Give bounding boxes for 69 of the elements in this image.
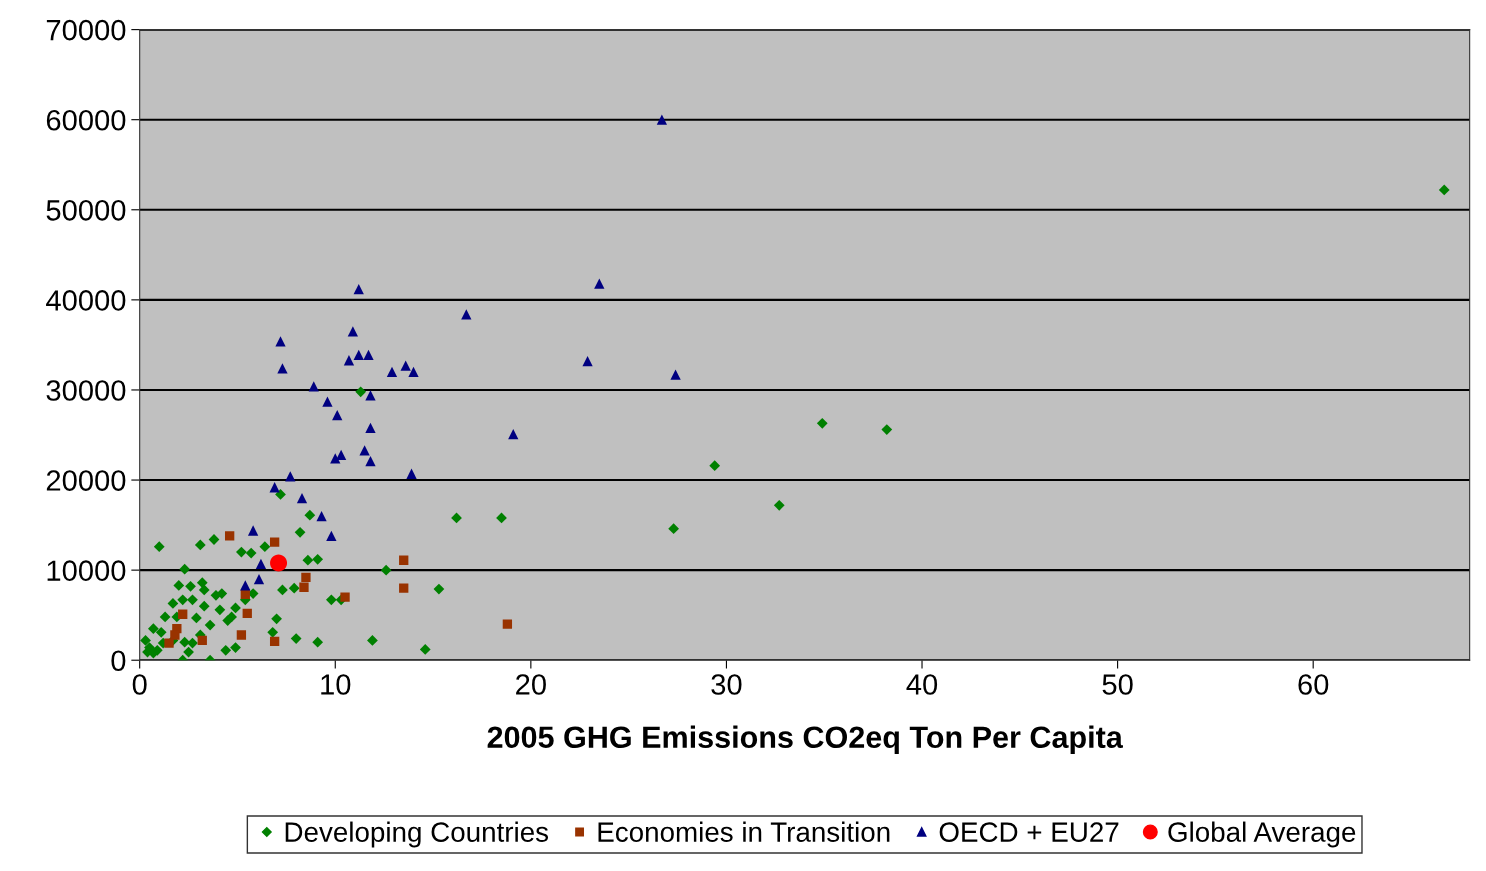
point <box>347 326 359 337</box>
point <box>247 525 259 536</box>
point <box>316 510 327 522</box>
point <box>502 619 513 629</box>
x-axis-title: 2005 GHG Emissions CO2eq Ton Per Capita <box>487 725 1123 755</box>
point <box>353 283 364 295</box>
y-tick-label: 20000 <box>46 470 126 491</box>
point <box>240 580 251 591</box>
point <box>330 453 341 464</box>
x-tick-label: 60 <box>1298 674 1329 695</box>
point <box>508 428 519 440</box>
point <box>343 355 355 366</box>
y-tick-label: 40000 <box>46 290 126 311</box>
point <box>594 278 605 289</box>
y-tick-label: 60000 <box>46 109 126 131</box>
x-tick-label: 10 <box>321 674 351 695</box>
point <box>408 366 419 378</box>
point <box>253 573 265 585</box>
legend-label: Economies in Transition <box>598 821 890 842</box>
point <box>277 363 288 374</box>
point <box>178 609 188 619</box>
point <box>326 530 337 542</box>
legend-label: Developing Countries <box>285 821 549 848</box>
point <box>386 366 398 378</box>
point <box>359 445 370 456</box>
point <box>670 369 681 380</box>
point <box>164 638 174 648</box>
point <box>363 349 374 360</box>
point <box>406 468 417 479</box>
point <box>242 608 252 619</box>
legend-label: OECD + EU27 <box>939 822 1119 842</box>
point <box>365 422 376 433</box>
x-tick-label: 0 <box>132 674 147 695</box>
point <box>340 592 350 602</box>
y-tick-label: 30000 <box>46 380 126 401</box>
x-tick-label: 30 <box>711 674 742 695</box>
point <box>269 482 280 493</box>
point <box>296 492 308 504</box>
y-tick-label: 50000 <box>46 199 126 221</box>
point <box>197 635 207 646</box>
point <box>365 455 376 467</box>
point <box>285 471 296 482</box>
point <box>299 582 309 592</box>
point <box>322 396 333 407</box>
x-tick-label: 40 <box>906 674 938 695</box>
point <box>308 381 319 392</box>
point <box>365 390 376 401</box>
point <box>224 531 235 541</box>
y-tick-label: 10000 <box>47 560 126 581</box>
point <box>353 349 364 360</box>
point <box>170 630 180 640</box>
point <box>332 410 343 421</box>
y-tick-label: 70000 <box>46 19 126 41</box>
point <box>269 537 280 547</box>
point <box>275 336 286 347</box>
y-tick-label: 0 <box>111 650 126 672</box>
point <box>236 630 247 640</box>
x-tick-label: 50 <box>1102 674 1133 695</box>
point <box>399 583 409 593</box>
legend-label: Global Average <box>1168 821 1356 848</box>
point <box>270 554 288 572</box>
point <box>400 360 411 371</box>
point <box>399 555 409 565</box>
point <box>301 572 311 582</box>
x-tick-label: 20 <box>516 674 546 695</box>
point <box>656 114 668 125</box>
point <box>255 558 267 569</box>
point <box>269 636 280 646</box>
point <box>582 355 593 367</box>
